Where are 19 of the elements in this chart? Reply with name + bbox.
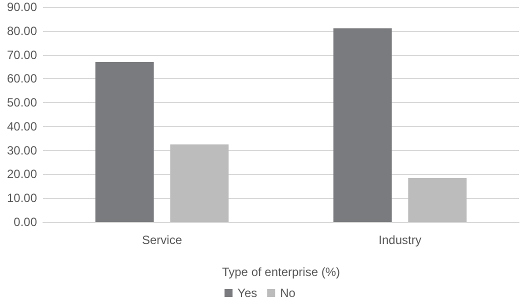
y-tick-label: 30.00 bbox=[6, 143, 38, 158]
y-tick-label: 80.00 bbox=[6, 24, 38, 38]
y-tick-label: 0.00 bbox=[14, 215, 38, 229]
x-axis-title: Type of enterprise (%) bbox=[222, 265, 340, 279]
y-tick-label: 50.00 bbox=[6, 96, 38, 110]
y-tick-label: 20.00 bbox=[6, 167, 38, 182]
legend-label: No bbox=[280, 286, 296, 300]
bar bbox=[170, 144, 229, 222]
y-tick-label: 40.00 bbox=[6, 119, 38, 134]
legend-label: Yes bbox=[238, 286, 258, 300]
bar bbox=[408, 178, 467, 222]
x-tick-label: Service bbox=[142, 233, 182, 247]
bar bbox=[95, 62, 154, 222]
y-tick-label: 10.00 bbox=[6, 191, 38, 206]
x-tick-label: Industry bbox=[378, 233, 422, 247]
y-tick-label: 60.00 bbox=[6, 72, 38, 86]
bar bbox=[333, 28, 392, 222]
y-tick-label: 90.00 bbox=[6, 0, 38, 14]
y-tick-label: 70.00 bbox=[6, 48, 38, 62]
